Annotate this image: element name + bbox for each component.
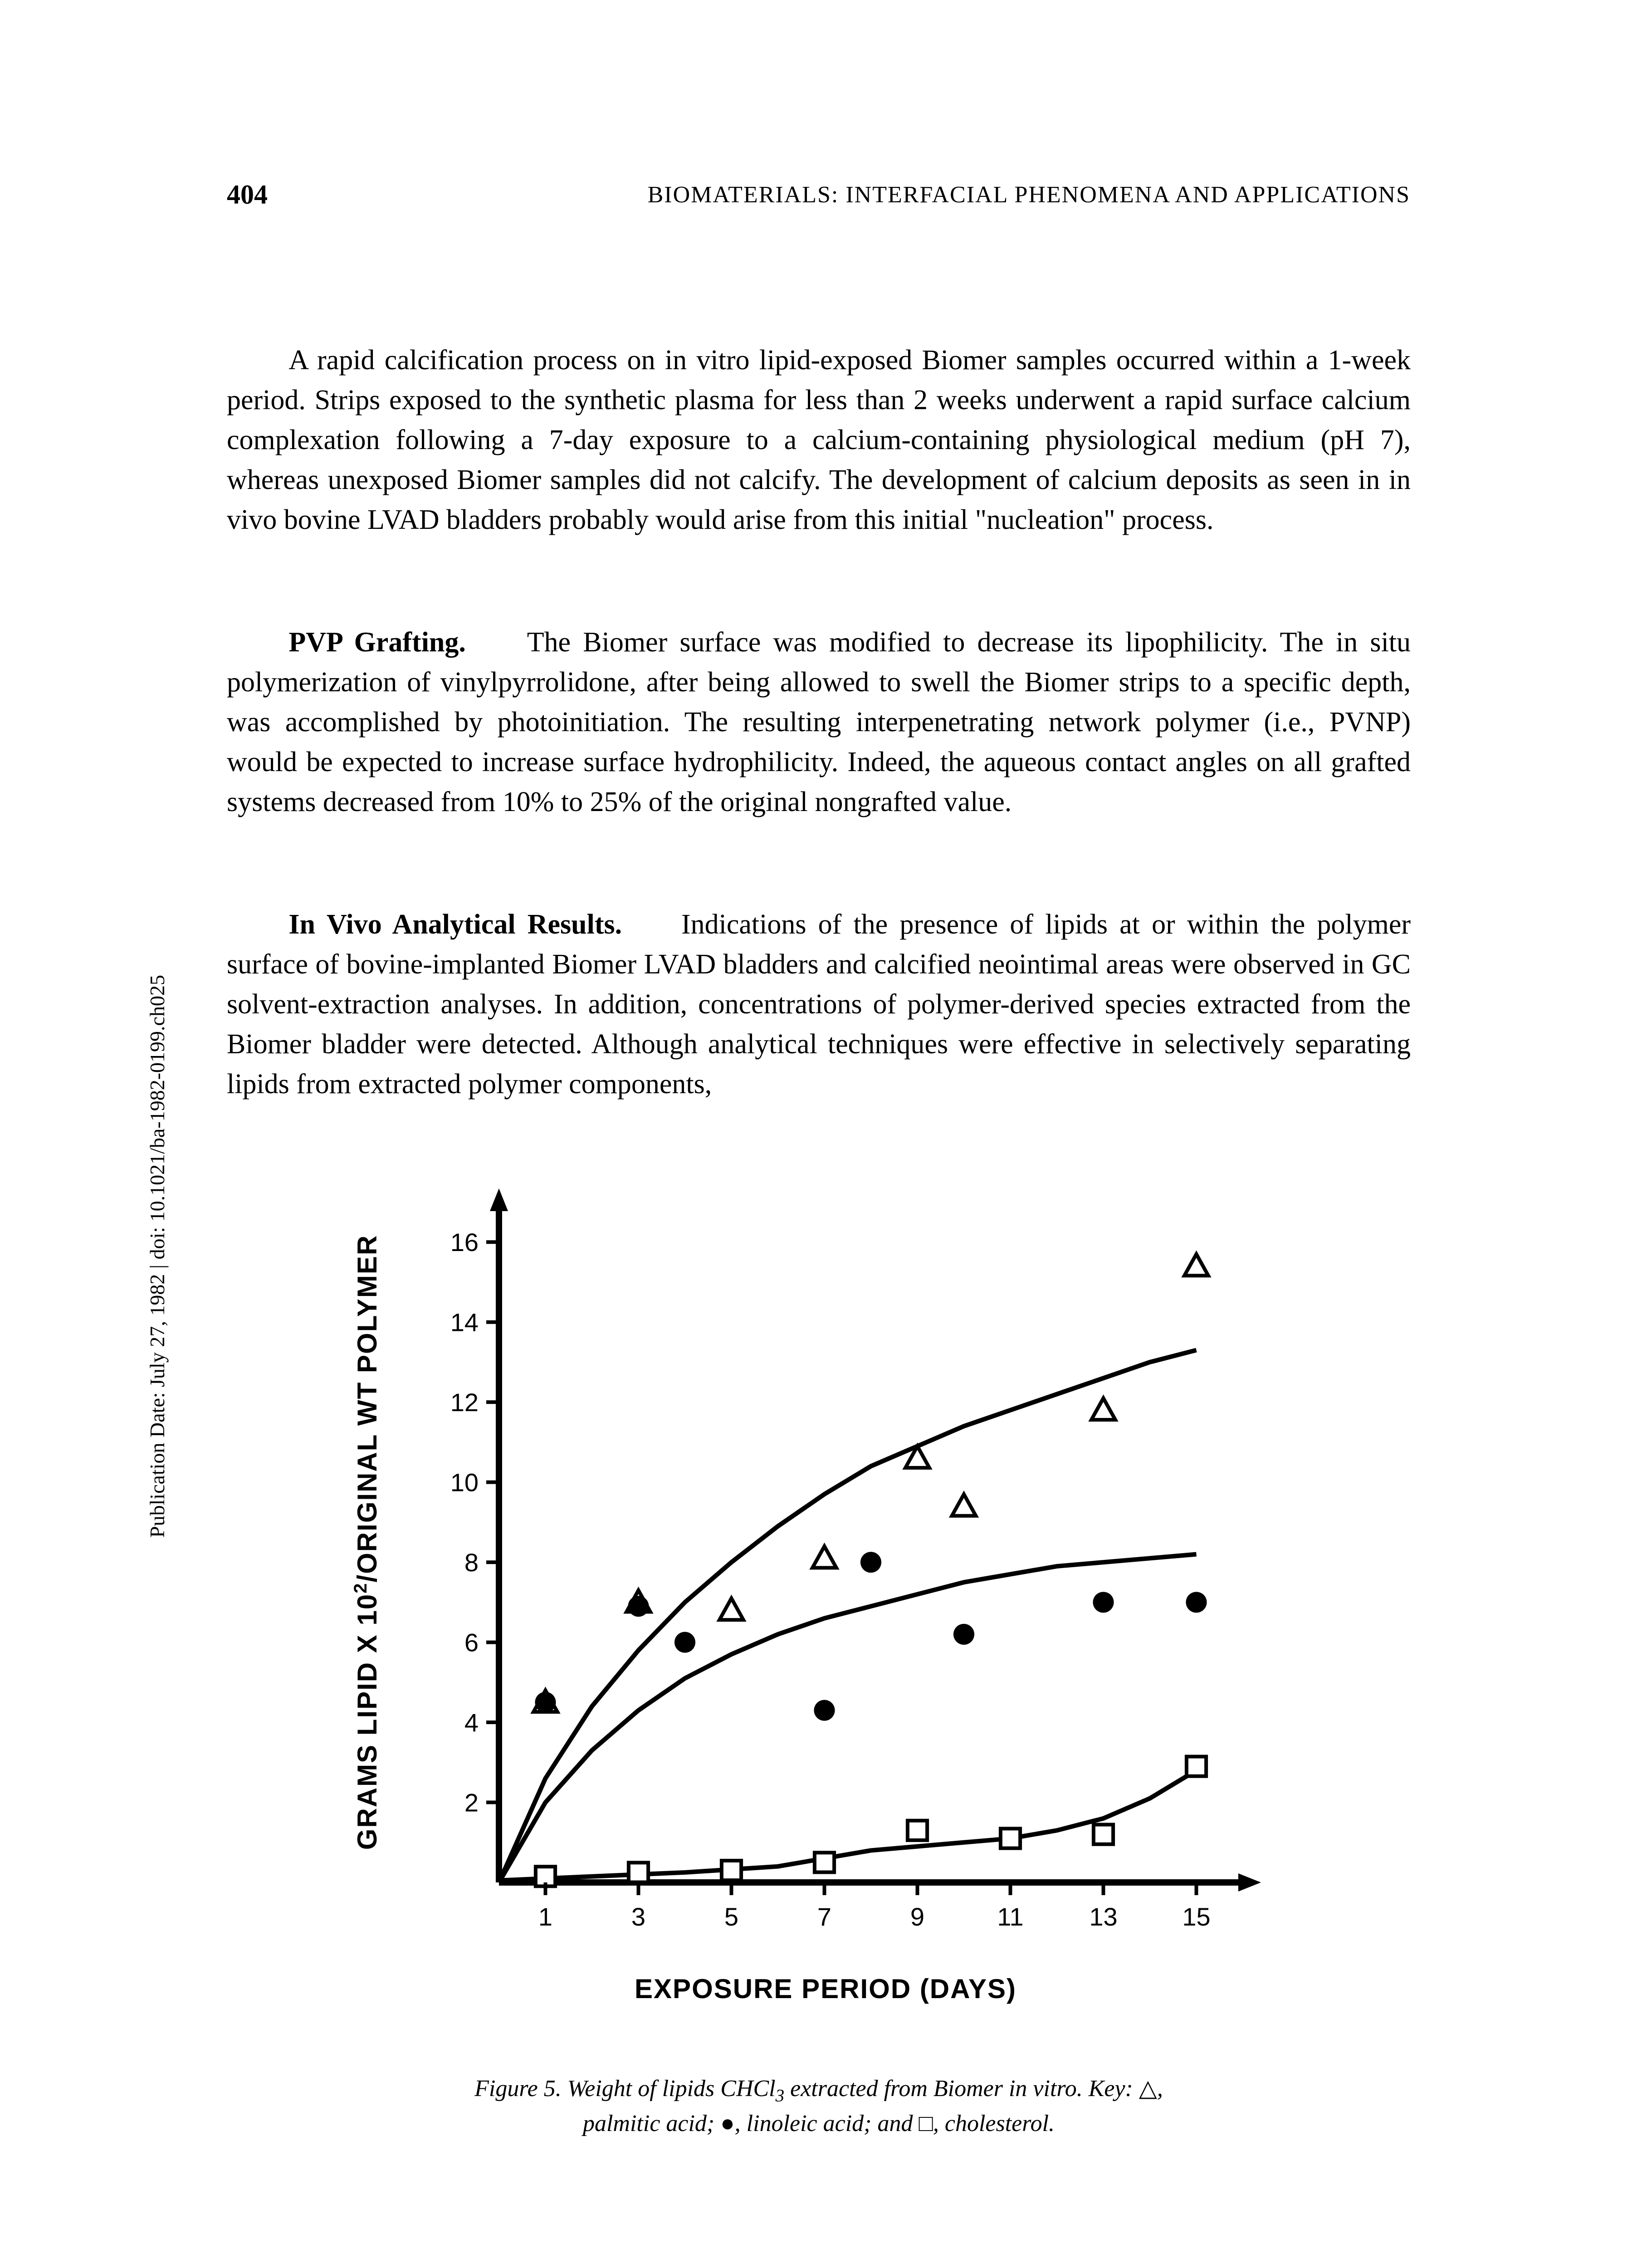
y-tick-label: 16	[450, 1228, 479, 1256]
point-cholesterol	[722, 1861, 741, 1880]
point-linoleic	[860, 1552, 881, 1573]
point-palmitic	[952, 1494, 976, 1516]
point-cholesterol	[1094, 1825, 1113, 1844]
curve-cholesterol	[499, 1770, 1197, 1881]
point-linoleic	[1186, 1592, 1207, 1613]
point-linoleic	[674, 1632, 695, 1653]
point-palmitic	[812, 1546, 836, 1568]
x-tick-label: 13	[1089, 1902, 1117, 1931]
y-tick-label: 14	[450, 1308, 479, 1337]
y-tick-label: 10	[450, 1468, 479, 1497]
y-tick-label: 6	[464, 1628, 479, 1657]
page: 404 BIOMATERIALS: INTERFACIAL PHENOMENA …	[0, 0, 1637, 2268]
point-cholesterol	[815, 1853, 834, 1872]
y-tick-label: 8	[464, 1548, 479, 1577]
y-tick-label: 4	[464, 1708, 479, 1737]
page-number: 404	[227, 179, 268, 210]
x-tick-label: 5	[724, 1902, 738, 1931]
caption-l2b: , linoleic acid; and	[735, 2111, 919, 2136]
y-tick-label: 12	[450, 1388, 479, 1417]
point-linoleic	[1093, 1592, 1114, 1613]
x-tick-label: 15	[1182, 1902, 1210, 1931]
point-linoleic	[814, 1700, 835, 1721]
caption-l1b: extracted from Biomer in vitro. Key:	[784, 2076, 1139, 2102]
y-axis-arrow-icon	[490, 1188, 508, 1211]
x-tick-label: 9	[910, 1902, 924, 1931]
curve-linoleic	[499, 1554, 1197, 1882]
x-tick-label: 1	[538, 1902, 552, 1931]
y-axis-label: GRAMS LIPID X 102/ORIGINAL WT POLYMER	[351, 1235, 382, 1850]
caption-sub: 3	[776, 2086, 785, 2105]
running-head: BIOMATERIALS: INTERFACIAL PHENOMENA AND …	[648, 181, 1410, 208]
x-tick-label: 11	[997, 1902, 1023, 1931]
caption-circle-icon: ●	[720, 2111, 734, 2136]
paragraph-1: A rapid calcification process on in vitr…	[227, 340, 1411, 540]
point-palmitic	[1091, 1398, 1115, 1420]
caption-l2a: palmitic acid;	[583, 2111, 720, 2136]
caption-l1a: Figure 5. Weight of lipids CHCl	[474, 2076, 776, 2102]
x-tick-label: 3	[631, 1902, 645, 1931]
caption-triangle-icon: △	[1139, 2076, 1157, 2102]
point-cholesterol	[908, 1821, 927, 1840]
x-axis-label: EXPOSURE PERIOD (DAYS)	[327, 1973, 1324, 2004]
figure-5: 13579111315246810121416 GRAMS LIPID X 10…	[327, 1175, 1324, 2055]
figure-caption: Figure 5. Weight of lipids CHCl3 extract…	[227, 2073, 1411, 2140]
curve-palmitic	[499, 1350, 1197, 1882]
point-cholesterol	[629, 1862, 648, 1882]
sidebar-citation: Publication Date: July 27, 1982 | doi: 1…	[145, 975, 169, 1538]
point-linoleic	[953, 1624, 974, 1645]
paragraph-2: PVP Grafting. The Biomer surface was mod…	[227, 622, 1411, 822]
point-cholesterol	[1001, 1828, 1020, 1848]
caption-l1c: ,	[1157, 2076, 1163, 2102]
caption-square-icon: □	[919, 2111, 933, 2136]
point-palmitic	[1184, 1254, 1208, 1276]
y-tick-label: 2	[464, 1789, 479, 1817]
p3-lead: In Vivo Analytical Results.	[288, 909, 622, 940]
p2-lead: PVP Grafting.	[288, 627, 466, 658]
paragraph-3: In Vivo Analytical Results. Indications …	[227, 904, 1411, 1104]
x-axis-arrow-icon	[1238, 1873, 1261, 1892]
x-tick-label: 7	[817, 1902, 831, 1931]
point-cholesterol	[1187, 1757, 1206, 1776]
chart-svg: 13579111315246810121416 GRAMS LIPID X 10…	[327, 1175, 1324, 1991]
point-palmitic	[719, 1598, 743, 1620]
caption-l2c: , cholesterol.	[933, 2111, 1055, 2136]
point-linoleic	[628, 1596, 649, 1617]
point-linoleic	[535, 1692, 556, 1713]
